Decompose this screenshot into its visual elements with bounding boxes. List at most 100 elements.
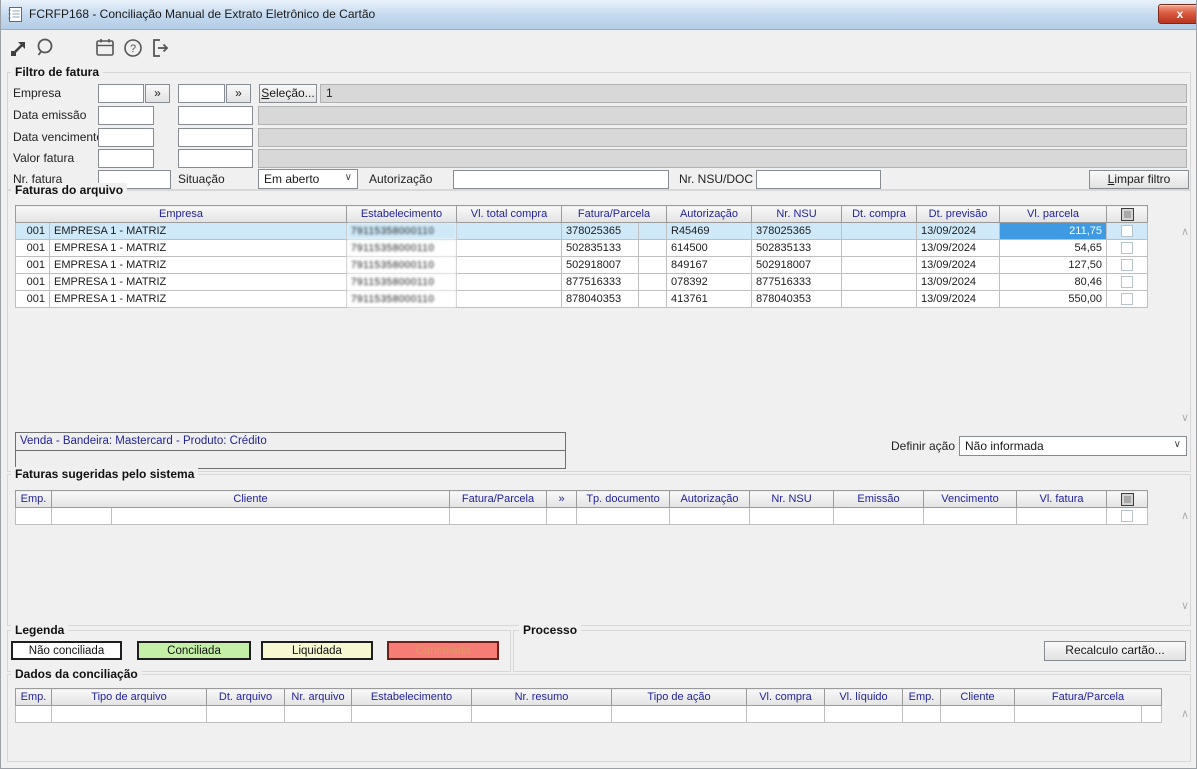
col-cliente: Cliente	[51, 490, 450, 508]
row-checkbox[interactable]	[1121, 242, 1133, 254]
cell-checkbox	[1106, 222, 1148, 240]
data-vencimento-to-input[interactable]	[178, 128, 253, 147]
nsu-doc-input[interactable]	[756, 170, 881, 189]
table-row[interactable]: 001 EMPRESA 1 - MATRIZ 79115358000110 37…	[15, 222, 1148, 240]
cell-estabelecimento: 79115358000110	[346, 290, 457, 308]
col-empresa: Empresa	[15, 205, 347, 223]
col-autorizacao: Autorização	[666, 205, 752, 223]
cell-empresa: EMPRESA 1 - MATRIZ	[49, 273, 347, 291]
col-estabelecimento: Estabelecimento	[346, 205, 457, 223]
header-row: Empresa Estabelecimento Vl. total compra…	[15, 205, 1148, 223]
row-checkbox[interactable]	[1121, 510, 1133, 522]
col-emp: Emp.	[15, 490, 52, 508]
cell-autorizacao: 078392	[666, 273, 752, 291]
table-row[interactable]: 001 EMPRESA 1 - MATRIZ 79115358000110 87…	[15, 273, 1148, 291]
faturas-sugeridas-legend: Faturas sugeridas pelo sistema	[11, 467, 199, 481]
col-vencimento: Vencimento	[923, 490, 1017, 508]
dados-conciliacao-table: Emp. Tipo de arquivo Dt. arquivo Nr. arq…	[15, 688, 1162, 723]
select-all-header[interactable]	[1106, 205, 1148, 223]
row-checkbox[interactable]	[1121, 259, 1133, 271]
cell-nsu: 878040353	[751, 290, 842, 308]
col-nr-nsu: Nr. NSU	[751, 205, 842, 223]
col-nr-nsu: Nr. NSU	[749, 490, 834, 508]
cell-dt-previsao: 13/09/2024	[916, 273, 1000, 291]
select-all-header[interactable]	[1106, 490, 1148, 508]
scroll-up-icon[interactable]: ∧	[1180, 510, 1190, 522]
empresa-from-input[interactable]	[98, 84, 144, 103]
cell-empresa: EMPRESA 1 - MATRIZ	[49, 239, 347, 257]
search-icon[interactable]	[33, 36, 57, 60]
cell-autorizacao: 849167	[666, 256, 752, 274]
cell-tipo-acao	[611, 705, 747, 723]
row-checkbox[interactable]	[1121, 225, 1133, 237]
cell-emp: 001	[15, 256, 50, 274]
cell-emp: 001	[15, 290, 50, 308]
scroll-down-icon[interactable]: ∨	[1180, 412, 1190, 424]
help-icon[interactable]: ?	[121, 36, 145, 60]
table-row[interactable]	[15, 507, 1148, 525]
scroll-up-icon[interactable]: ∧	[1180, 708, 1190, 720]
exit-icon[interactable]	[149, 36, 173, 60]
situacao-label: Situação	[178, 172, 225, 186]
empresa-to-input[interactable]	[178, 84, 225, 103]
legend-swatch-nao-conciliada: Não conciliada	[11, 641, 122, 660]
nr-fatura-label: Nr. fatura	[13, 172, 63, 186]
calendar-icon[interactable]	[93, 36, 117, 60]
scroll-up-icon[interactable]: ∧	[1180, 226, 1190, 238]
table-row[interactable]: 001 EMPRESA 1 - MATRIZ 79115358000110 87…	[15, 290, 1148, 308]
col-nr-arquivo: Nr. arquivo	[284, 688, 352, 706]
situacao-select[interactable]: Em aberto ∨	[258, 169, 358, 189]
col-tp-documento: Tp. documento	[576, 490, 670, 508]
selecao-button[interactable]: Seleção...	[259, 84, 317, 103]
close-button[interactable]: x	[1158, 4, 1196, 24]
col-autorizacao: Autorização	[669, 490, 750, 508]
col-emissao: Emissão	[833, 490, 924, 508]
cell-vl-parcela: 550,00	[999, 290, 1107, 308]
cell-parcela	[1141, 705, 1162, 723]
col-cliente: Cliente	[940, 688, 1015, 706]
definir-acao-select[interactable]: Não informada ∨	[959, 436, 1187, 456]
cell-autorizacao: R45469	[666, 222, 752, 240]
submit-arrow-icon[interactable]	[7, 36, 31, 60]
empresa-from-zoom-button[interactable]: »	[145, 84, 170, 103]
col-expand[interactable]: »	[546, 490, 577, 508]
processo-groupbox	[513, 630, 1191, 672]
row-checkbox[interactable]	[1121, 293, 1133, 305]
cell-dt-compra	[841, 273, 917, 291]
cell-vl-parcela[interactable]: 211,75	[999, 222, 1107, 240]
data-emissao-display	[258, 106, 1187, 125]
faturas-arquivo-groupbox	[7, 190, 1191, 472]
recalculo-cartao-button[interactable]: Recalculo cartão...	[1044, 641, 1186, 661]
scroll-down-icon[interactable]: ∨	[1180, 600, 1190, 612]
cell-nr-resumo	[471, 705, 612, 723]
data-emissao-from-input[interactable]	[98, 106, 154, 125]
data-emissao-label: Data emissão	[13, 108, 87, 122]
cell-vl-parcela: 127,50	[999, 256, 1107, 274]
limpar-filtro-button[interactable]: Limpar filtro	[1089, 170, 1189, 189]
table-row[interactable]: 001 EMPRESA 1 - MATRIZ 79115358000110 50…	[15, 239, 1148, 257]
cell-nsu: 502835133	[751, 239, 842, 257]
cell-nsu	[749, 507, 834, 525]
data-vencimento-from-input[interactable]	[98, 128, 154, 147]
close-icon: x	[1176, 7, 1184, 21]
valor-fatura-to-input[interactable]	[178, 149, 253, 168]
empresa-to-zoom-button[interactable]: »	[226, 84, 251, 103]
cell-parcela	[638, 273, 667, 291]
col-dt-previsao: Dt. previsão	[916, 205, 1000, 223]
cell-nsu: 877516333	[751, 273, 842, 291]
autorizacao-input[interactable]	[453, 170, 669, 189]
row-checkbox[interactable]	[1121, 276, 1133, 288]
col-emp2: Emp.	[902, 688, 941, 706]
col-vl-compra: Vl. compra	[746, 688, 825, 706]
cell-vl-fatura	[1016, 507, 1107, 525]
table-row[interactable]	[15, 705, 1162, 723]
col-dt-compra: Dt. compra	[841, 205, 917, 223]
data-emissao-to-input[interactable]	[178, 106, 253, 125]
col-dt-arquivo: Dt. arquivo	[206, 688, 285, 706]
table-row[interactable]: 001 EMPRESA 1 - MATRIZ 79115358000110 50…	[15, 256, 1148, 274]
cell-emissao	[833, 507, 924, 525]
valor-fatura-from-input[interactable]	[98, 149, 154, 168]
col-emp: Emp.	[15, 688, 52, 706]
header-row: Emp. Tipo de arquivo Dt. arquivo Nr. arq…	[15, 688, 1162, 706]
select-all-checkbox-icon	[1120, 207, 1134, 221]
